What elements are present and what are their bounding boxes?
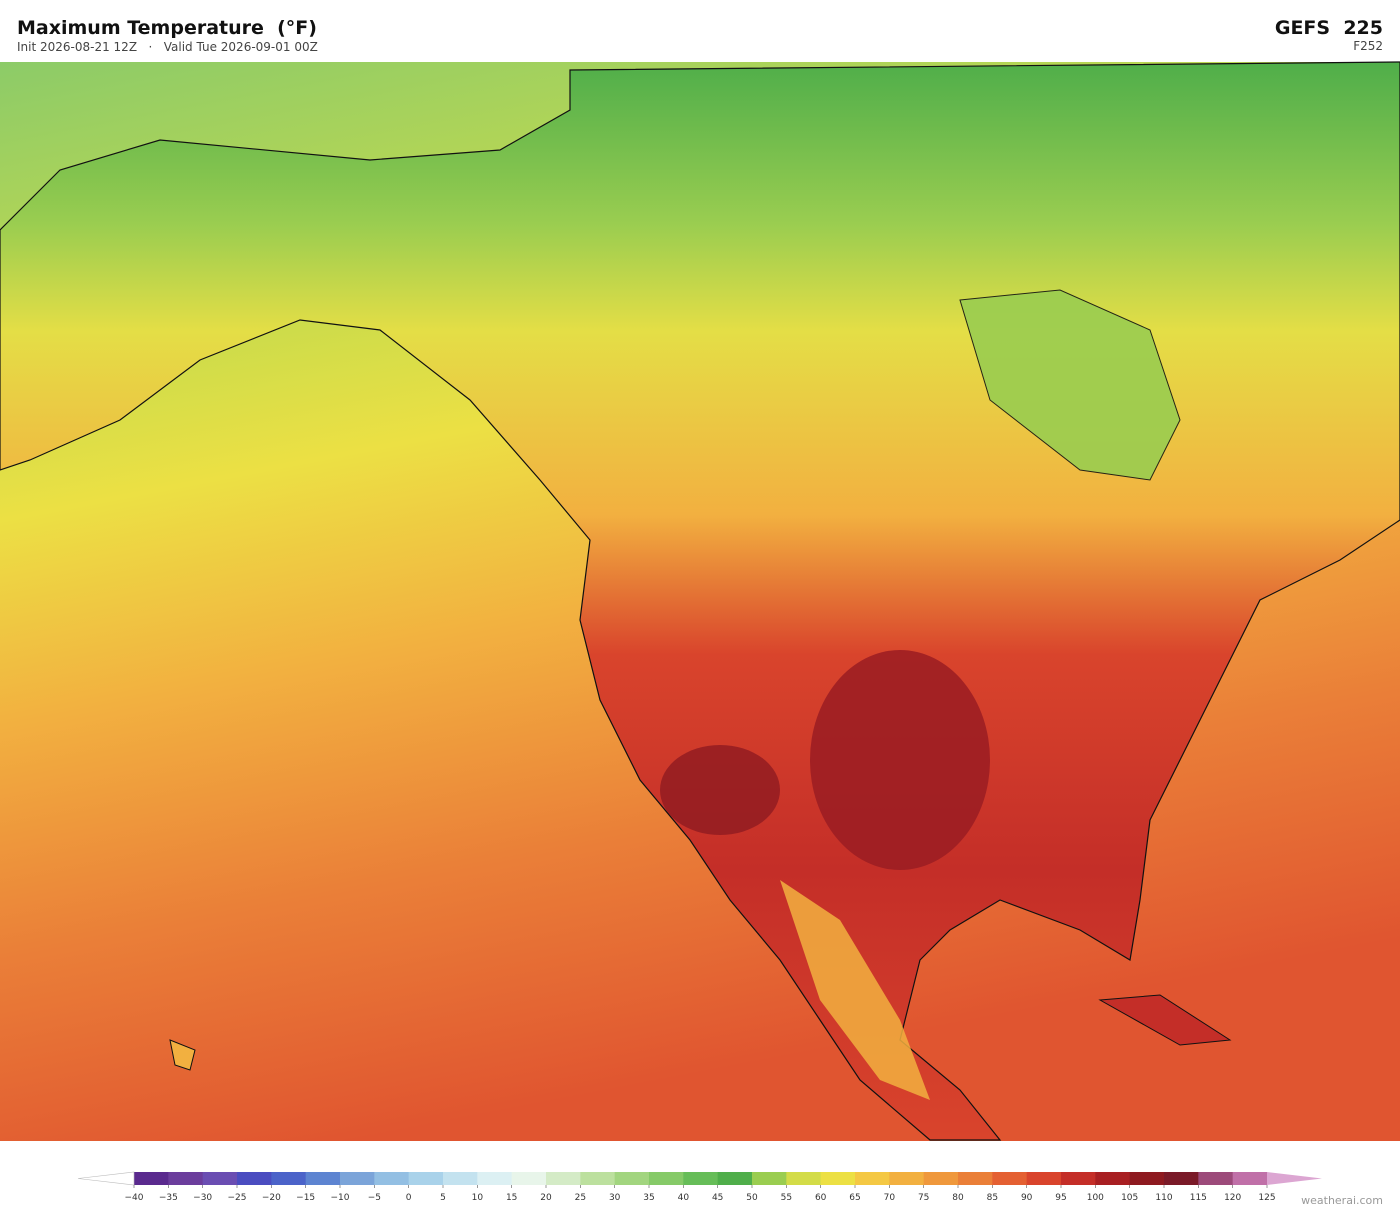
colorbar-bin (408, 1172, 444, 1185)
colorbar-tick-label: −10 (331, 1193, 350, 1203)
colorbar-bin (168, 1172, 204, 1185)
colorbar-tick-label: 5 (440, 1193, 446, 1203)
colorbar-bin (820, 1172, 856, 1185)
colorbar: −40 −35 −30 −25 −20 −15 −10 −5 0 5 10 15 20 25 30 35 40 4… (77, 1171, 1322, 1203)
colorbar-bin (958, 1172, 993, 1185)
colorbar-tick-label: −40 (125, 1193, 144, 1203)
colorbar-tick-label: 50 (746, 1193, 758, 1203)
colorbar-bin (477, 1172, 513, 1185)
colorbar-bin (511, 1172, 547, 1185)
colorbar-bin (1061, 1172, 1096, 1185)
subtitle: Init 2026-08-21 12Z · Valid Tue 2026-09-… (17, 40, 318, 54)
colorbar-bin (1198, 1172, 1234, 1185)
colorbar-bin (923, 1172, 959, 1185)
colorbar-tick-label: −15 (296, 1193, 315, 1203)
colorbar-bin (889, 1172, 925, 1185)
colorbar-bin (649, 1172, 684, 1185)
colorbar-tick-label: 110 (1155, 1193, 1172, 1203)
mexico-highlands (780, 880, 930, 1100)
heat-core (810, 650, 990, 870)
colorbar-bin (992, 1172, 1028, 1185)
watermark: weatherai.com (1301, 1194, 1383, 1207)
colorbar-bin (546, 1172, 581, 1185)
colorbar-tick-label: 25 (575, 1193, 586, 1203)
colorbar-bin (134, 1172, 169, 1185)
model-label: GEFS 225 (1275, 17, 1383, 39)
colorbar-tick-label: −35 (159, 1193, 178, 1203)
colorbar-bin (237, 1172, 272, 1185)
colorbar-tick-label: 40 (678, 1193, 690, 1203)
colorbar-tick-label: 120 (1224, 1193, 1241, 1203)
colorbar-tick-label: 90 (1021, 1193, 1033, 1203)
hawaii (169, 1039, 196, 1071)
colorbar-bin (1232, 1172, 1268, 1185)
colorbar-tick-label: 35 (643, 1193, 654, 1203)
title: Maximum Temperature (°F) (17, 17, 317, 39)
colorbar-tick-label: −30 (193, 1193, 212, 1203)
colorbar-tick-label: 0 (406, 1193, 412, 1203)
header: Maximum Temperature (°F) Init 2026-08-21… (17, 17, 1383, 54)
colorbar-tick-label: 60 (815, 1193, 827, 1203)
colorbar-tick-label: 115 (1190, 1193, 1207, 1203)
colorbar-tick-label: 100 (1087, 1193, 1104, 1203)
colorbar-tick-label: −20 (262, 1193, 281, 1203)
colorbar-bin (1026, 1172, 1062, 1185)
colorbar-tick-label: 15 (506, 1193, 517, 1203)
colorbar-bin (374, 1172, 410, 1185)
colorbar-tick-label: 125 (1258, 1193, 1275, 1203)
colorbar-bin (580, 1172, 616, 1185)
colorbar-bin (443, 1172, 478, 1185)
colorbar-tick-label: 45 (712, 1193, 723, 1203)
colorbar-bin (1095, 1172, 1131, 1185)
colorbar-tick-label: −5 (368, 1193, 381, 1203)
colorbar-bin (752, 1172, 787, 1185)
colorbar-bin (717, 1172, 753, 1185)
colorbar-bin (786, 1172, 822, 1185)
colorbar-bin (855, 1172, 890, 1185)
colorbar-tick-label: 65 (849, 1193, 860, 1203)
colorbar-bin (683, 1172, 719, 1185)
colorbar-tick-label: 30 (609, 1193, 621, 1203)
colorbar-extend-high (1267, 1172, 1322, 1185)
colorbar-tick-label: 70 (884, 1193, 896, 1203)
colorbar-tick-label: 75 (918, 1193, 929, 1203)
hudson-bay (959, 289, 1181, 481)
colorbar-bin (271, 1172, 307, 1185)
colorbar-bin (1129, 1172, 1165, 1185)
colorbar-bin (202, 1172, 238, 1185)
colorbar-tick-label: 55 (781, 1193, 792, 1203)
colorbar-tick-label: 20 (540, 1193, 552, 1203)
colorbar-tick-label: 80 (952, 1193, 964, 1203)
colorbar-bin (340, 1172, 375, 1185)
colorbar-bin (1164, 1172, 1199, 1185)
colorbar-bin (305, 1172, 341, 1185)
colorbar-extend-low (77, 1171, 135, 1186)
forecast-hour: F252 (1353, 39, 1383, 53)
cuba (1098, 994, 1232, 1046)
map (0, 61, 1400, 1141)
colorbar-tick-label: 85 (987, 1193, 998, 1203)
colorbar-tick-label: −25 (228, 1193, 247, 1203)
colorbar-tick-label: 105 (1121, 1193, 1138, 1203)
colorbar-bin (614, 1172, 650, 1185)
heat-core (660, 745, 780, 835)
colorbar-tick-label: 95 (1055, 1193, 1066, 1203)
colorbar-tick-label: 10 (472, 1193, 484, 1203)
